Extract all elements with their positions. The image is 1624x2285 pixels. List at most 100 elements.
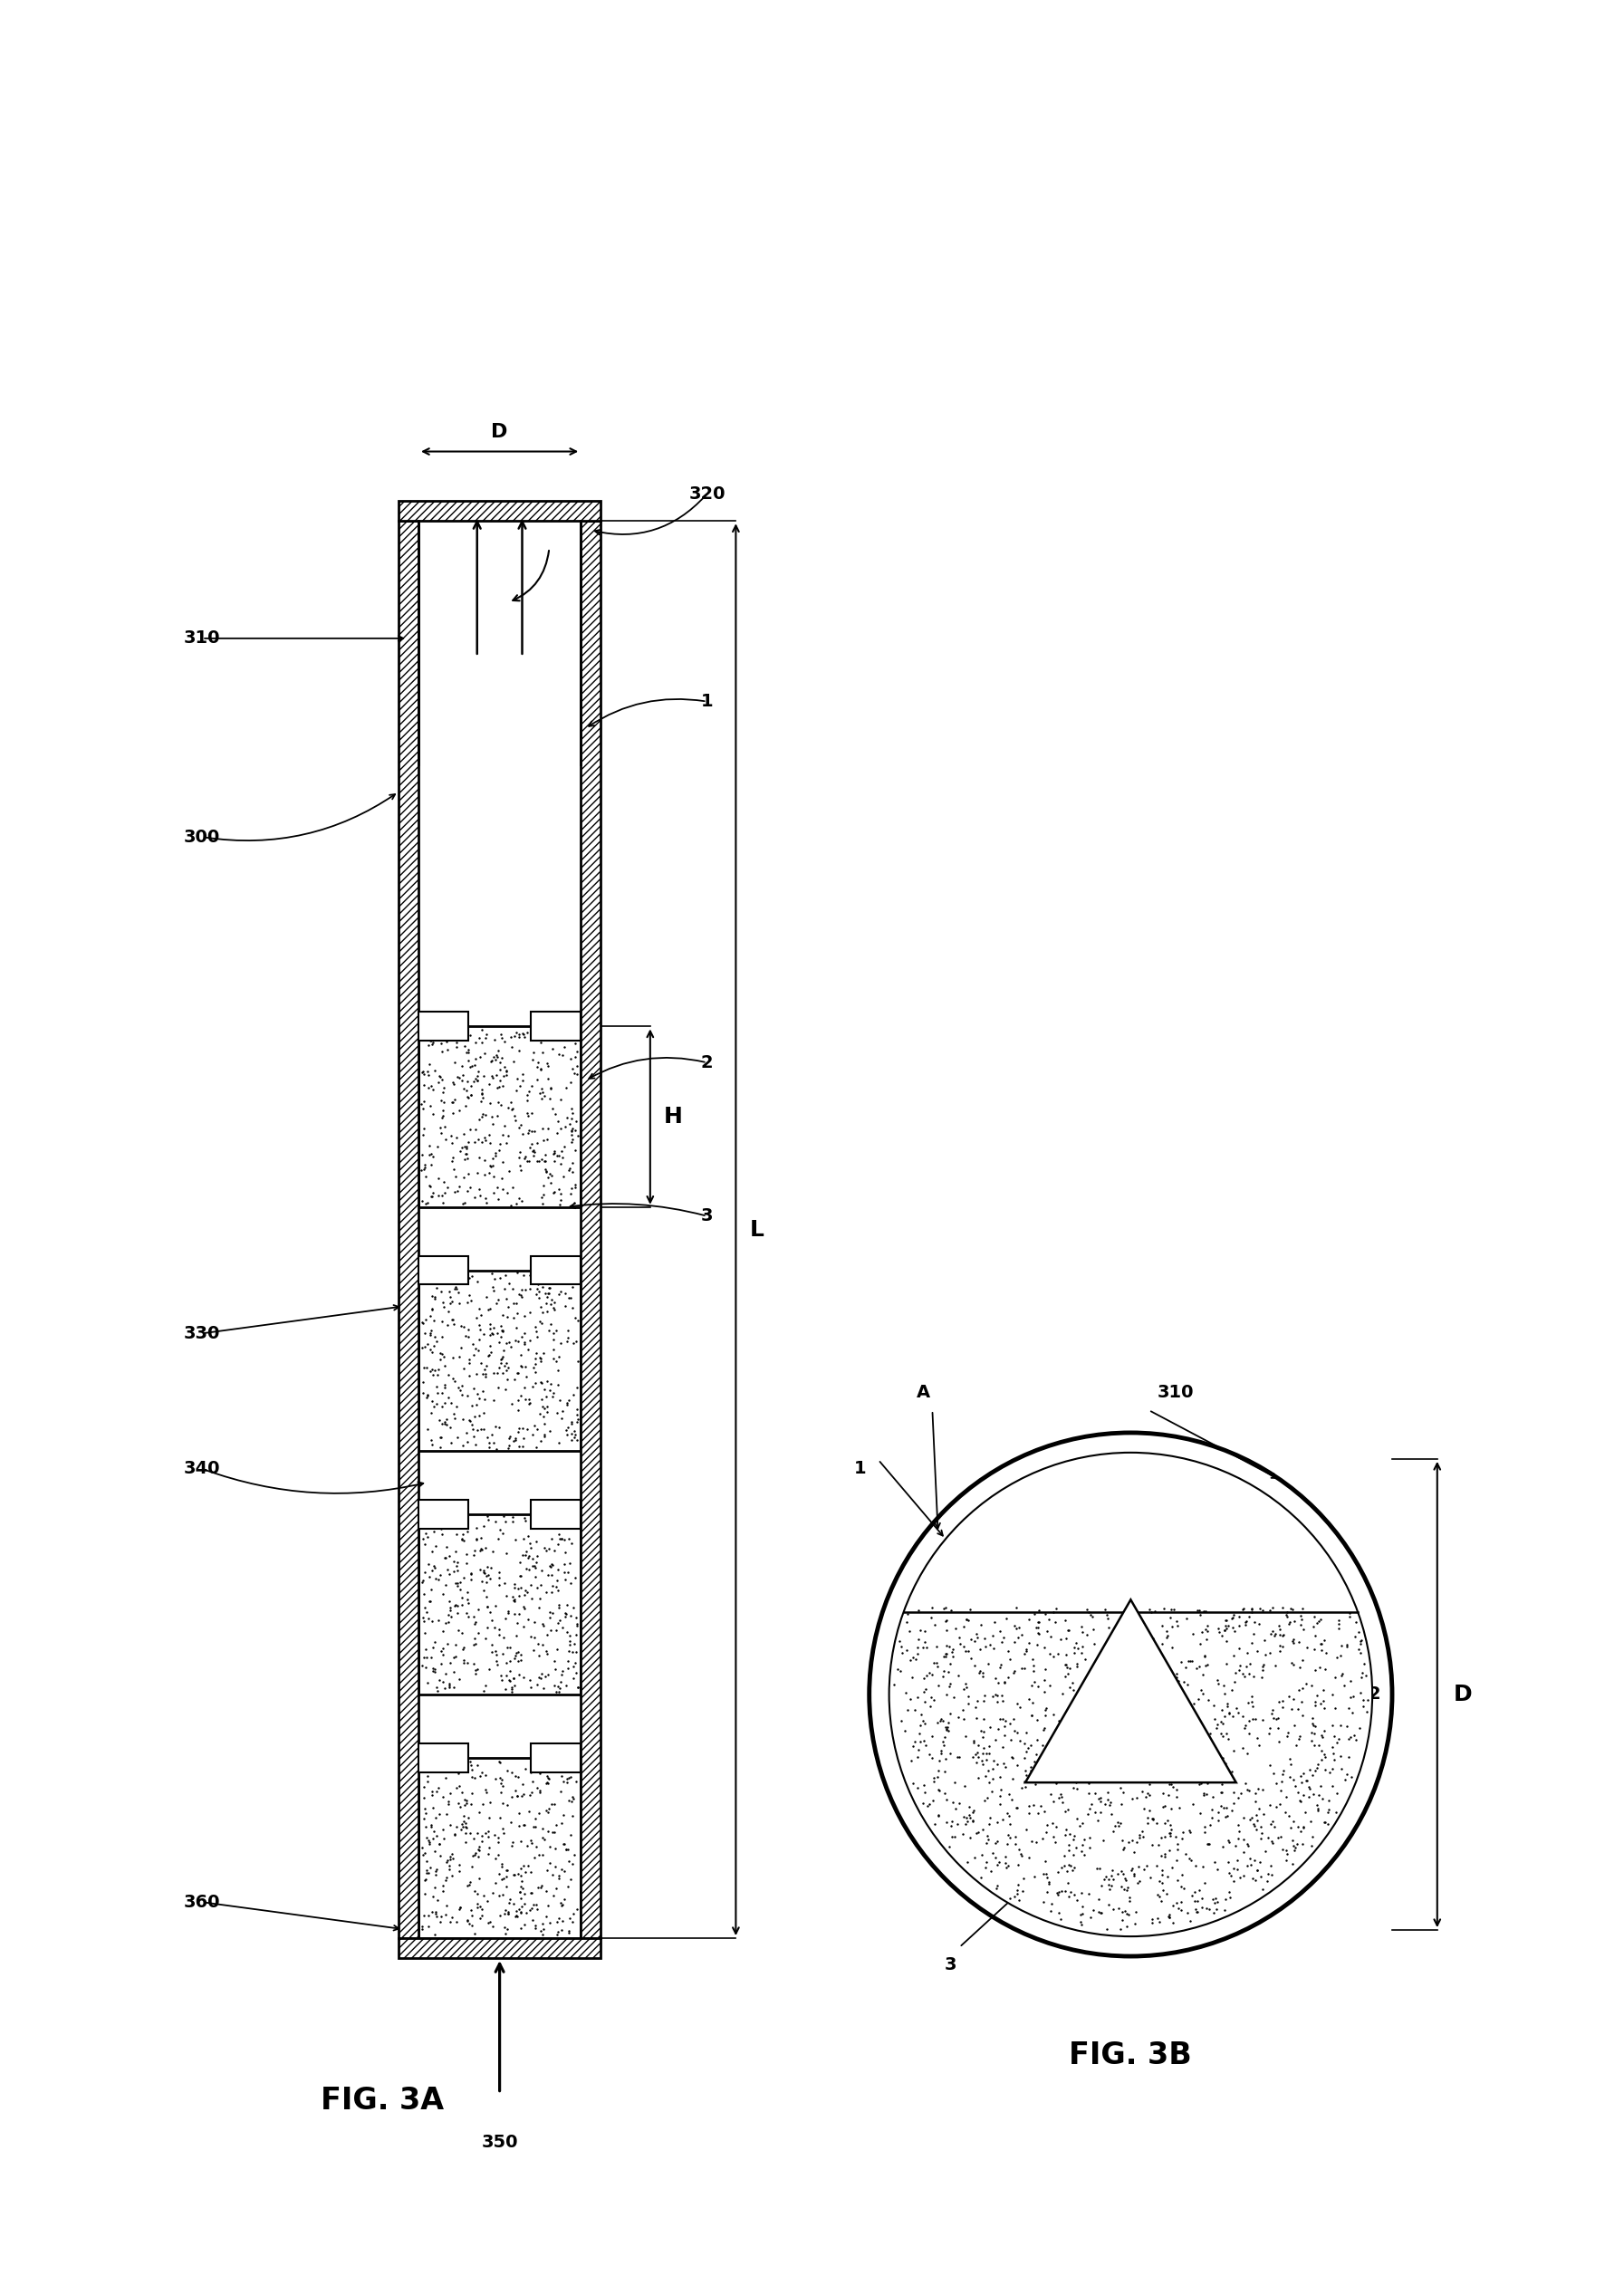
Point <box>1077 1789 1103 1826</box>
Point <box>422 1353 448 1389</box>
Point <box>421 1652 447 1689</box>
Point <box>547 1181 573 1218</box>
Point <box>559 1782 585 1819</box>
Point <box>939 1634 965 1670</box>
Point <box>932 1753 958 1789</box>
Point <box>477 1291 503 1328</box>
Point <box>495 1894 521 1931</box>
Point <box>422 1280 448 1316</box>
Point <box>1229 1590 1255 1627</box>
Point <box>486 1033 512 1069</box>
Point <box>911 1773 937 1810</box>
Point <box>983 1661 1009 1698</box>
Point <box>451 1748 477 1785</box>
Point <box>437 1775 463 1812</box>
Point <box>1086 1780 1112 1817</box>
Point <box>1088 1867 1114 1903</box>
Point <box>1275 1593 1301 1629</box>
Point <box>494 1174 520 1211</box>
Point <box>448 1307 474 1344</box>
Point <box>481 1158 507 1195</box>
Point <box>432 1540 458 1577</box>
Point <box>1101 1890 1127 1926</box>
Point <box>1163 1780 1189 1817</box>
Point <box>434 1024 460 1060</box>
Point <box>1009 1615 1034 1652</box>
Point <box>547 1111 573 1147</box>
Point <box>417 1849 443 1885</box>
Point <box>1281 1828 1307 1865</box>
Point <box>1150 1865 1176 1901</box>
Point <box>1082 1625 1108 1661</box>
Point <box>427 1837 453 1874</box>
Point <box>1088 1894 1114 1931</box>
Point <box>1249 1700 1275 1737</box>
Point <box>510 1522 536 1558</box>
Point <box>1083 1709 1109 1746</box>
Point <box>1086 1894 1112 1931</box>
Point <box>1033 1698 1059 1734</box>
Point <box>546 1604 572 1641</box>
Point <box>1143 1805 1169 1842</box>
Point <box>970 1659 996 1695</box>
Point <box>419 1773 445 1810</box>
Point <box>924 1645 950 1682</box>
Point <box>1239 1590 1265 1627</box>
Point <box>557 1901 583 1938</box>
Point <box>1270 1830 1296 1867</box>
Point <box>460 1897 486 1933</box>
Point <box>492 1024 518 1060</box>
Point <box>1031 1855 1057 1892</box>
Point <box>1047 1775 1073 1812</box>
Point <box>414 1757 440 1794</box>
Point <box>539 1158 565 1195</box>
Point <box>1322 1659 1348 1695</box>
Point <box>1018 1698 1044 1734</box>
Point <box>508 1910 534 1947</box>
Point <box>984 1805 1010 1842</box>
Point <box>1111 1828 1137 1865</box>
Point <box>1085 1755 1111 1791</box>
Point <box>552 1597 578 1634</box>
Point <box>542 1015 568 1051</box>
Point <box>1156 1739 1182 1775</box>
Point <box>447 1284 473 1321</box>
Point <box>482 1865 508 1901</box>
Point <box>464 1063 490 1099</box>
Point <box>559 1090 585 1127</box>
Point <box>507 1277 533 1314</box>
Point <box>507 1570 533 1606</box>
Point <box>458 1049 484 1085</box>
Point <box>520 1581 546 1618</box>
Point <box>1177 1903 1203 1940</box>
Point <box>469 1892 495 1929</box>
Point <box>1125 1750 1151 1787</box>
Point <box>1103 1732 1129 1769</box>
Point <box>534 1618 560 1654</box>
Point <box>974 1645 1000 1682</box>
Point <box>1148 1670 1174 1707</box>
Point <box>484 1284 510 1321</box>
Point <box>1151 1789 1177 1826</box>
Point <box>1075 1750 1101 1787</box>
Point <box>461 1179 487 1216</box>
Point <box>499 1673 525 1709</box>
Point <box>474 1497 500 1533</box>
Point <box>422 1561 448 1597</box>
Point <box>1101 1684 1127 1721</box>
Point <box>466 1307 492 1344</box>
Point <box>429 1373 455 1410</box>
Point <box>559 1405 585 1442</box>
Point <box>1150 1775 1176 1812</box>
Point <box>932 1588 958 1625</box>
Point <box>474 1015 500 1051</box>
Point <box>411 1897 437 1933</box>
Point <box>991 1663 1017 1700</box>
Point <box>430 1163 456 1200</box>
Point <box>453 1129 479 1165</box>
Point <box>926 1796 952 1833</box>
Point <box>1108 1769 1134 1805</box>
Point <box>495 1430 521 1467</box>
Point <box>508 1887 534 1924</box>
Point <box>1060 1849 1086 1885</box>
